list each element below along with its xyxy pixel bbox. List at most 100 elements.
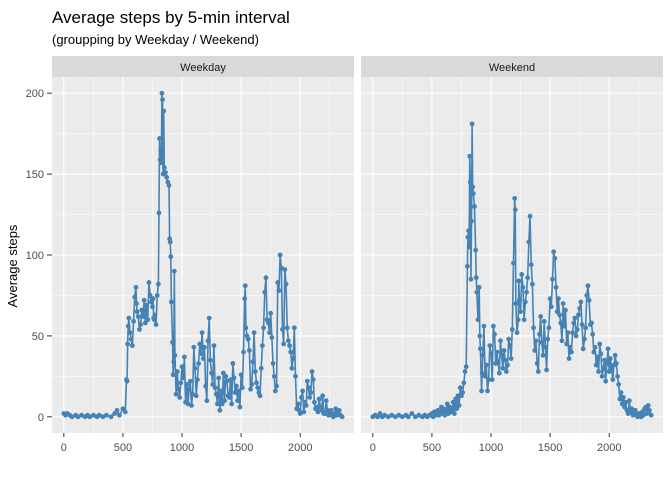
data-point [150, 304, 155, 310]
data-point [518, 309, 523, 315]
strip-background [361, 56, 663, 77]
data-point [257, 393, 263, 399]
data-point [271, 373, 277, 379]
data-point [212, 385, 218, 391]
data-point [574, 327, 580, 332]
data-point [147, 293, 153, 298]
data-point [280, 327, 285, 332]
data-point [134, 309, 140, 315]
data-point [159, 90, 165, 96]
data-point [241, 349, 246, 355]
data-point [469, 121, 475, 127]
data-point [134, 301, 139, 306]
data-point [231, 375, 237, 381]
data-point [494, 349, 500, 355]
data-point [246, 348, 252, 353]
data-point [161, 108, 167, 114]
data-point [645, 403, 651, 408]
data-point [192, 365, 198, 371]
data-point [538, 314, 544, 319]
data-point [591, 349, 597, 355]
data-point [545, 336, 551, 342]
data-point [255, 385, 261, 391]
data-point [501, 348, 507, 353]
data-point [306, 385, 311, 391]
data-point [579, 322, 585, 327]
data-point [275, 280, 281, 285]
data-point [249, 382, 255, 387]
data-point [168, 299, 174, 305]
x-tick-label: 1000 [170, 442, 194, 454]
data-point [592, 344, 598, 350]
data-point [513, 301, 519, 306]
data-point [233, 383, 239, 389]
data-point [514, 330, 520, 336]
data-point [537, 331, 542, 337]
data-point [158, 160, 164, 166]
data-point [336, 407, 342, 413]
data-point [250, 359, 256, 365]
data-point [533, 338, 539, 344]
data-point [586, 297, 592, 303]
data-point [464, 263, 470, 269]
data-point [163, 170, 168, 175]
data-point [217, 407, 223, 413]
data-point [577, 306, 583, 311]
data-point [243, 325, 249, 331]
data-point [200, 356, 206, 361]
data-point [546, 325, 552, 331]
data-point [525, 275, 531, 281]
data-point [223, 373, 229, 379]
data-point [156, 210, 162, 216]
data-point [274, 383, 279, 389]
data-point [572, 315, 578, 321]
data-point [211, 343, 217, 349]
data-point [199, 330, 205, 336]
data-point [172, 352, 178, 358]
data-point [281, 341, 287, 347]
data-point [457, 385, 463, 391]
data-point [596, 369, 601, 374]
data-point [251, 330, 257, 336]
data-point [144, 302, 149, 308]
data-point [468, 276, 474, 282]
data-point [150, 296, 156, 302]
data-point [265, 320, 271, 326]
data-point [273, 388, 278, 394]
data-point [487, 343, 493, 349]
data-point [463, 364, 469, 370]
data-point [170, 339, 175, 345]
data-point [557, 312, 562, 318]
data-point [500, 365, 506, 371]
data-point [288, 349, 294, 355]
strip-label: Weekend [489, 62, 535, 74]
data-point [282, 267, 288, 272]
x-tick-label: 0 [61, 442, 67, 454]
data-point [254, 380, 259, 386]
data-point [218, 388, 224, 394]
data-point [604, 361, 610, 366]
data-point [515, 317, 521, 323]
data-point [226, 395, 232, 400]
data-point [508, 356, 514, 361]
data-point [198, 351, 204, 357]
data-point [527, 213, 533, 219]
data-point [648, 412, 654, 418]
data-point [465, 234, 471, 240]
data-point [303, 403, 309, 408]
data-point [565, 330, 571, 336]
data-point [277, 252, 283, 258]
data-point [268, 310, 274, 316]
data-point [542, 344, 548, 350]
data-point [521, 317, 527, 323]
data-point [503, 369, 509, 374]
data-point [566, 356, 572, 361]
data-point [239, 385, 245, 391]
data-point [409, 411, 415, 416]
data-point [206, 315, 212, 321]
strip-label: Weekday [180, 62, 226, 74]
data-point [140, 314, 146, 319]
data-point [108, 414, 114, 420]
data-point [151, 317, 157, 323]
